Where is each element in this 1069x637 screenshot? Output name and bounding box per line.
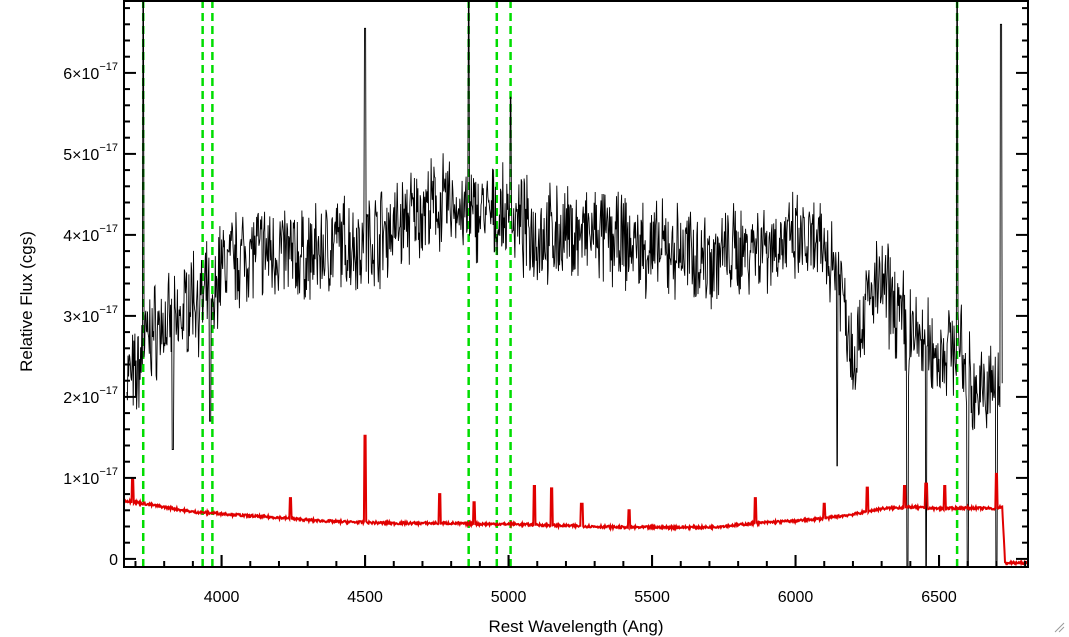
resize-grip-icon[interactable] <box>1053 621 1065 633</box>
y-axis-ticks: 0 1×10−17 2×10−17 3×10−17 4×10−17 5×10−17 6×10… <box>63 7 1028 569</box>
y-tick-label: 4×10−17 <box>63 223 118 245</box>
x-tick-label: 5000 <box>491 589 527 606</box>
series-layer <box>123 0 1029 568</box>
y-tick-label: 0 <box>109 552 118 569</box>
y-tick-label: 2×10−17 <box>63 385 118 407</box>
x-tick-label: 6000 <box>778 589 814 606</box>
x-tick-label: 4500 <box>347 589 383 606</box>
y-tick-label: 3×10−17 <box>63 304 118 326</box>
x-tick-label: 5500 <box>634 589 670 606</box>
y-axis-label: Relative Flux (cgs) <box>17 231 36 372</box>
error-spectrum-line <box>123 434 1029 567</box>
y-tick-label: 6×10−17 <box>63 61 118 83</box>
x-axis-ticks: 4000 4500 5000 5500 6000 6500 <box>134 555 1027 606</box>
x-tick-label: 6500 <box>921 589 957 606</box>
y-tick-label: 1×10−17 <box>63 466 118 488</box>
flux-spectrum-line <box>126 0 1003 568</box>
x-tick-label: 4000 <box>204 589 240 606</box>
y-tick-label: 5×10−17 <box>63 142 118 164</box>
x-axis-label: Rest Wavelength (Ang) <box>488 617 663 636</box>
